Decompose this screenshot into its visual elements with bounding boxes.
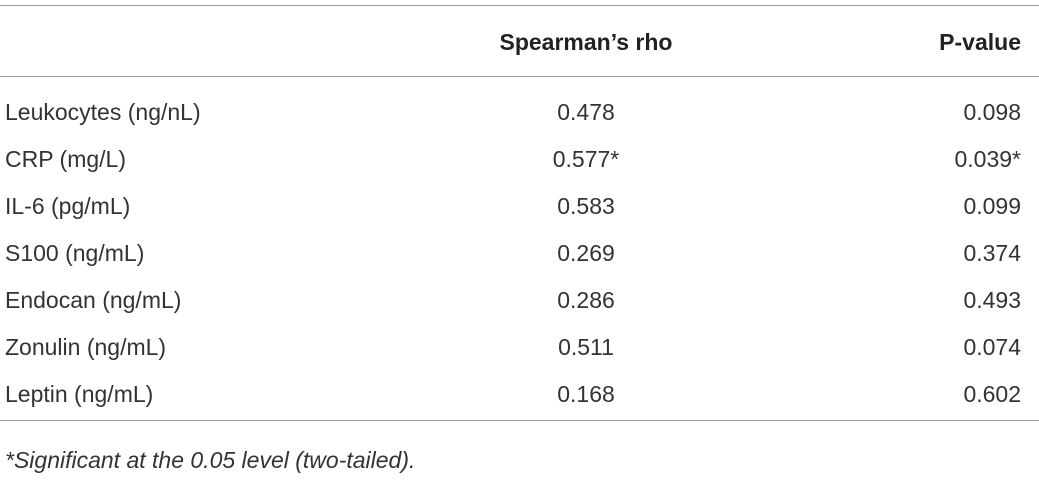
header-cell: P-value [939, 29, 1021, 55]
table-cell: 0.602 [963, 381, 1021, 407]
table-cell: 0.269 [557, 240, 615, 266]
table-cell: 0.577* [552, 146, 620, 172]
row-label: IL-6 (pg/mL) [5, 193, 131, 219]
top-rule [0, 5, 1039, 6]
table-cell: 0.374 [963, 240, 1021, 266]
table-cell: 0.039* [954, 146, 1021, 172]
bottom-rule [0, 420, 1039, 421]
table-cell: 0.098 [963, 99, 1021, 125]
table-cell: 0.074 [963, 334, 1021, 360]
row-label: Leptin (ng/mL) [5, 381, 154, 407]
table-cell: 0.493 [963, 287, 1021, 313]
footnote: *Significant at the 0.05 level (two-tail… [5, 447, 416, 473]
row-label: Endocan (ng/mL) [5, 287, 182, 313]
row-label: Zonulin (ng/mL) [5, 334, 167, 360]
row-label: CRP (mg/L) [5, 146, 126, 172]
table-cell: 0.099 [963, 193, 1021, 219]
header-cell: Spearman’s rho [499, 29, 673, 55]
table-cell: 0.478 [557, 99, 615, 125]
table-cell: 0.511 [558, 334, 614, 360]
table-cell: 0.583 [557, 193, 615, 219]
table-cell: 0.286 [557, 287, 615, 313]
row-label: S100 (ng/mL) [5, 240, 145, 266]
table-cell: 0.168 [557, 381, 615, 407]
header-rule [0, 76, 1039, 77]
row-label: Leukocytes (ng/nL) [5, 99, 201, 125]
